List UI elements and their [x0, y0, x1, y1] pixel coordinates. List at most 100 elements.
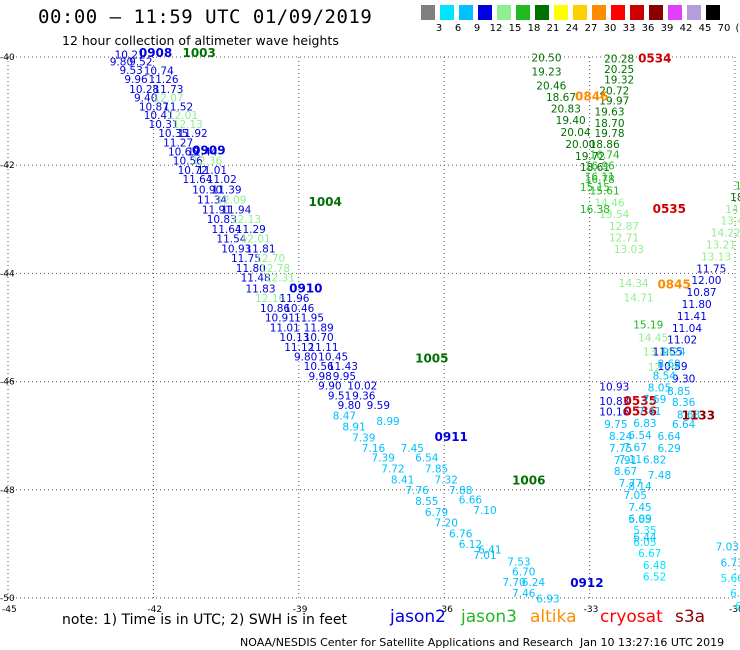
wave-height-value: 10.65 — [168, 146, 198, 158]
wave-height-value: 12.13 — [231, 214, 261, 226]
pass-time-label: 0910 — [289, 281, 322, 295]
wave-height-value: 6.29 — [657, 443, 680, 455]
page-subtitle: 12 hour collection of altimeter wave hei… — [62, 33, 339, 48]
wave-height-value: 12.36 — [192, 156, 222, 168]
pass-time-label: 0909 — [192, 143, 225, 157]
wave-height-value: 6.54 — [415, 453, 439, 465]
scale-swatch — [592, 5, 606, 20]
wave-height-value: 6.70 — [512, 566, 535, 578]
wave-height-value: 14.22 — [711, 228, 740, 240]
scale-swatch — [459, 5, 473, 20]
wave-height-value: 10.28 — [129, 84, 159, 96]
wave-height-value: 11.75 — [696, 263, 726, 275]
wave-height-value: 11.04 — [672, 323, 702, 335]
wave-height-value: 7.41 — [638, 406, 661, 418]
wave-height-value: 8.69 — [657, 359, 680, 371]
wave-height-value: 7.39 — [352, 433, 375, 445]
wave-height-value: 10.59 — [657, 361, 687, 373]
wave-height-value: 12.78 — [260, 263, 290, 275]
wave-height-value: 12.31 — [265, 273, 295, 285]
wave-height-value: 7.67 — [624, 442, 647, 454]
wave-height-value: 6.24 — [730, 588, 740, 600]
wave-height-value: 18.86 — [590, 139, 620, 151]
wave-height-value: 11.41 — [677, 311, 707, 323]
wave-height-value: 6.83 — [633, 418, 656, 430]
scale-label: 27 — [584, 23, 598, 34]
wave-height-value: 7.77 — [619, 478, 642, 490]
wave-height-value: 6.52 — [643, 572, 666, 584]
wave-height-value: 20.46 — [536, 80, 566, 92]
wave-height-value: 18.61 — [580, 162, 610, 174]
wave-height-value: 9.90 — [318, 381, 341, 393]
wave-height-value: 9.40 — [134, 92, 157, 104]
wave-height-value: 8.41 — [391, 474, 414, 486]
wave-height-value: 7.72 — [381, 463, 404, 475]
pass-time-label: 1133 — [682, 408, 715, 422]
wave-height-value: 20.50 — [531, 52, 561, 64]
pass-time-label: 0846 — [575, 89, 608, 103]
wave-height-value: 11.48 — [241, 273, 271, 285]
wave-height-value: 7.75 — [609, 443, 632, 455]
scale-swatch — [649, 5, 663, 20]
wave-height-value: 20.25 — [604, 64, 634, 76]
timestamp: Jan 10 13:27:16 UTC 2019 — [580, 636, 725, 649]
sat-label-jason2: jason2 — [390, 607, 446, 627]
wave-height-value: 18.70 — [594, 118, 624, 130]
lon-axis-label: -33 — [584, 605, 599, 615]
pass-time-label: 1004 — [308, 195, 341, 209]
wave-height-value: 15.61 — [590, 185, 620, 197]
wave-height-value: 11.91 — [202, 204, 232, 216]
wave-height-value: 14.06 — [725, 204, 740, 216]
scale-swatch — [535, 5, 549, 20]
page-title: 00:00 – 11:59 UTC 01/09/2019 — [38, 6, 373, 28]
scale-swatch — [611, 5, 625, 20]
scale-swatch — [421, 5, 435, 20]
wave-height-value: 9.53 — [119, 65, 142, 77]
lat-axis-label: -48 — [0, 486, 15, 496]
wave-height-value: 11.26 — [149, 74, 179, 86]
wave-height-value: 8.54 — [653, 370, 677, 382]
wave-height-value: 6.09 — [628, 513, 651, 525]
wave-height-value: 10.70 — [304, 332, 334, 344]
wave-height-value: 10.83 — [599, 396, 629, 408]
lat-axis-label: -40 — [0, 53, 15, 63]
wave-height-value: 10.93 — [599, 381, 629, 393]
wave-height-value: 7.20 — [435, 518, 458, 530]
scale-label: 36 — [641, 23, 655, 34]
wave-height-value: 12.13 — [173, 119, 203, 131]
scale-label: 45 — [698, 23, 712, 34]
wave-height-value: 19.78 — [594, 128, 624, 140]
wave-height-value: 19.63 — [594, 106, 624, 118]
sat-label-s3a: s3a — [675, 607, 706, 627]
wave-height-value: 8.14 — [628, 481, 652, 493]
scale-label: 21 — [546, 23, 560, 34]
wave-height-value: 5.85 — [628, 514, 651, 526]
scale-label: 6 — [454, 23, 462, 34]
wave-height-value: 10.46 — [284, 303, 314, 315]
wave-height-value: 13.44 — [643, 347, 673, 359]
wave-height-value: 7.91 — [614, 455, 637, 467]
wave-height-value: 6.44 — [633, 532, 657, 544]
lat-axis-label: -46 — [0, 378, 15, 388]
wave-height-value: 14.46 — [594, 197, 624, 209]
wave-height-value: 12.87 — [609, 221, 639, 233]
wave-height-value: 15.15 — [580, 182, 610, 194]
wave-height-value: 12.70 — [255, 253, 285, 265]
wave-height-value: 16.74 — [590, 150, 620, 162]
lat-axis-label: -50 — [0, 594, 15, 604]
wave-height-value: 11.39 — [212, 184, 242, 196]
wave-height-value: 7.70 — [502, 577, 525, 589]
wave-height-value: 6.48 — [643, 560, 666, 572]
lon-axis-label: -36 — [438, 605, 453, 615]
wave-height-value: 9.51 — [328, 390, 351, 402]
wave-height-value: 6.54 — [628, 430, 652, 442]
wave-height-value: 10.86 — [260, 303, 290, 315]
lon-axis-label: -45 — [2, 605, 17, 615]
wave-height-value: 12.07 — [153, 92, 183, 104]
wave-height-value: 11.64 — [212, 224, 242, 236]
scale-swatch — [573, 5, 587, 20]
wave-height-value: 9.24 — [662, 347, 686, 359]
scale-label: 9 — [473, 23, 481, 34]
scale-swatch — [630, 5, 644, 20]
wave-height-value: 11.80 — [236, 263, 266, 275]
